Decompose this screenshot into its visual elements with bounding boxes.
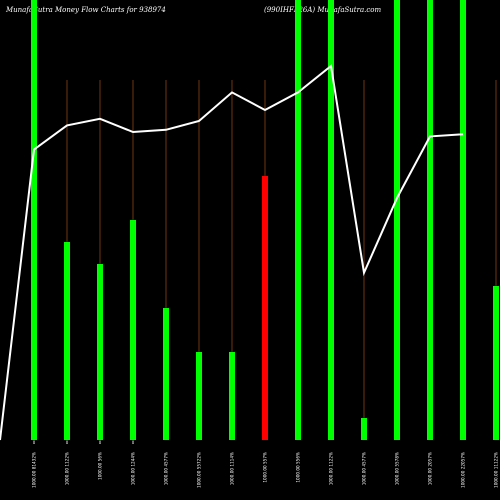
zero-label: 0	[99, 440, 102, 445]
x-tick-label: 1000.00 1114%	[230, 452, 235, 485]
zero-label: 0	[132, 440, 135, 445]
bar	[427, 0, 433, 440]
bar	[229, 352, 235, 440]
x-tick-label: 1000.00 22057%	[461, 452, 466, 488]
bar	[295, 0, 301, 440]
bar	[163, 308, 169, 440]
bar	[130, 220, 136, 440]
bar	[328, 0, 334, 440]
bar	[97, 264, 103, 440]
bar	[262, 176, 268, 440]
x-tick-label: 1000.00 2057%	[428, 452, 433, 485]
money-flow-line	[0, 64, 464, 441]
x-tick-label: 1000.00 557%	[263, 452, 268, 483]
bar	[196, 352, 202, 440]
bar	[31, 0, 37, 440]
x-tick-label: 1000.00 1122%	[329, 452, 334, 485]
x-tick-label: 1000.00 81432%	[32, 452, 37, 488]
bar	[64, 242, 70, 440]
bar	[361, 418, 367, 440]
x-tick-label: 1000.00 4577%	[362, 452, 367, 485]
bars	[31, 0, 499, 440]
zero-markers: 0 0 0 0	[33, 440, 135, 445]
x-tick-label: 1000.00 1244%	[131, 452, 136, 485]
chart-title-left: MunafaSutra Money Flow Charts for 938974	[5, 6, 166, 14]
x-tick-label: 1000.00 5578%	[395, 452, 400, 485]
chart-title-right: (990IHFL26A) MunafaSutra.com	[264, 6, 382, 14]
x-tick-labels: 1000.00 81432% 1000.00 1122% 1000.00 56% 10…	[32, 452, 499, 488]
x-tick-label: 1000.00 56%	[98, 452, 103, 480]
x-tick-label: 1000.00 11122%	[494, 452, 499, 488]
x-tick-label: 1000.00 556%	[296, 452, 301, 483]
x-tick-label: 1000.00 4577%	[164, 452, 169, 485]
zero-label: 0	[66, 440, 69, 445]
bar	[460, 0, 466, 440]
bar	[394, 0, 400, 440]
bar	[493, 286, 499, 440]
x-tick-label: 1000.00 55722%	[197, 452, 202, 488]
zero-label: 0	[33, 440, 36, 445]
x-tick-label: 1000.00 1122%	[65, 452, 70, 485]
